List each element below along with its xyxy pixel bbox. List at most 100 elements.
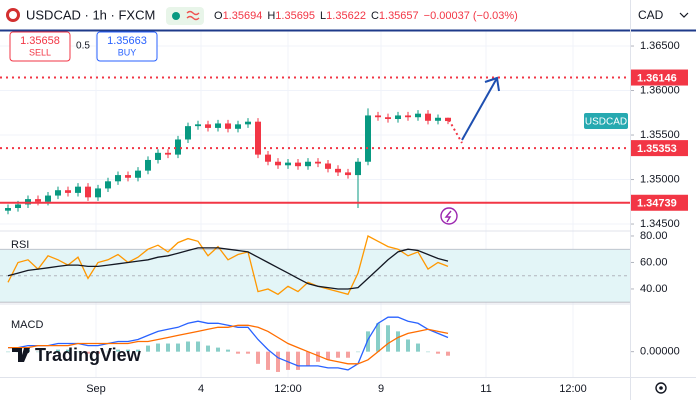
y-tick-label: 1.35000 [640,173,680,185]
ohlc-label: H [267,10,275,22]
candle-body [335,168,341,173]
candle-body [65,190,71,193]
x-tick-label: 12:00 [274,383,302,395]
sell-price: 1.35658 [20,35,60,47]
histogram-bar [126,349,130,352]
candle-body [265,154,271,162]
ohlc-value: 1.35622 [326,10,366,22]
histogram-bar [46,351,50,353]
candle-body [95,188,101,198]
ohlc-label: C [371,10,379,22]
series-line [7,247,449,290]
histogram-bar [256,351,260,364]
candle-body [305,161,311,167]
ohlc-value: 1.35657 [379,10,419,22]
candle-body [375,115,381,118]
y-tick-label: 0.00000 [640,346,680,358]
histogram-bar [196,341,200,352]
x-tick-label: Sep [86,383,106,395]
symbol-tag-label: USDCAD [585,117,627,128]
candle-body [35,199,41,202]
histogram-bar [306,351,310,366]
candle-body [175,139,181,155]
histogram-bar [336,351,340,358]
ohlc-readout: O1.35694 H1.35695 L1.35622 C1.35657 −0.00037… [214,10,518,22]
plot-area: 1.34500 1.35000 1.35500 1.36000 1.36500 Sep 4 1… [0,30,688,395]
level-label: 1.35353 [637,143,677,155]
histogram-bar [436,351,440,354]
series-line [7,235,449,296]
candle-body [215,123,221,128]
candle-body [185,126,191,140]
candle-body [5,208,11,211]
candle-body [145,159,151,171]
histogram-bar [56,349,60,352]
level-label: 1.34739 [637,198,677,210]
histogram-bar [426,351,430,353]
histogram-bar [106,351,110,353]
symbol-title[interactable]: USDCAD · 1h · FXCM [26,7,155,22]
histogram-bar [286,351,290,370]
candle-body [245,121,251,125]
histogram-bar [416,343,420,352]
settings-icon-center [659,386,663,390]
status-badge[interactable] [166,7,204,25]
histogram-bar [206,345,210,352]
y-tick-label: 40.00 [640,283,668,295]
series-line [8,324,449,365]
candle-body [395,115,401,120]
x-tick-label: 9 [378,383,384,395]
histogram-bar [226,349,230,352]
event-icon[interactable] [440,207,458,225]
candle-body [205,124,211,128]
currency-selector[interactable]: CAD [638,8,664,22]
watermark-logo-dot [24,348,30,354]
y-tick-label: 80.00 [640,230,668,242]
histogram-bar [446,351,450,356]
candle-body [275,161,281,166]
ohlc-label: O [214,10,223,22]
candle-body [365,115,371,162]
histogram-bar [236,351,240,354]
histogram-bar [186,341,190,352]
candle-body [255,121,261,155]
histogram-bar [166,343,170,352]
level-tag [631,69,688,86]
x-tick-label: 11 [480,383,491,395]
histogram-bar [386,325,390,352]
candle-body [165,152,171,155]
histogram-bar [36,351,40,353]
buy-label: BUY [118,47,137,57]
candle-body [195,124,201,127]
candle-body [285,162,291,166]
histogram-bar [276,351,280,372]
spread: 0.5 [76,41,90,52]
histogram-bar [316,351,320,362]
pane-title: RSI [11,239,29,251]
ohlc-value: 1.35695 [275,10,315,22]
candle-body [55,190,61,196]
candle-body [435,117,441,121]
histogram-bar [146,345,150,352]
histogram-bar [266,351,270,370]
histogram-bar [246,351,250,354]
histogram-bar [136,349,140,352]
histogram-bar [176,343,180,352]
status-dot [172,12,180,20]
candle-body [345,172,351,176]
candle-body [135,170,141,178]
event-bolt [444,210,452,223]
ohlc-change: −0.00037 (−0.03%) [424,10,518,22]
y-tick-label: 1.36500 [640,40,680,52]
candle-body [355,161,361,176]
candle-body [425,113,431,121]
histogram-bar [6,351,10,353]
sell-button[interactable] [9,31,71,62]
buy-button[interactable] [96,31,158,62]
projection-arrow [461,77,498,141]
candle-body [315,161,321,164]
settings-icon[interactable] [655,382,667,394]
candle-body [115,175,121,182]
